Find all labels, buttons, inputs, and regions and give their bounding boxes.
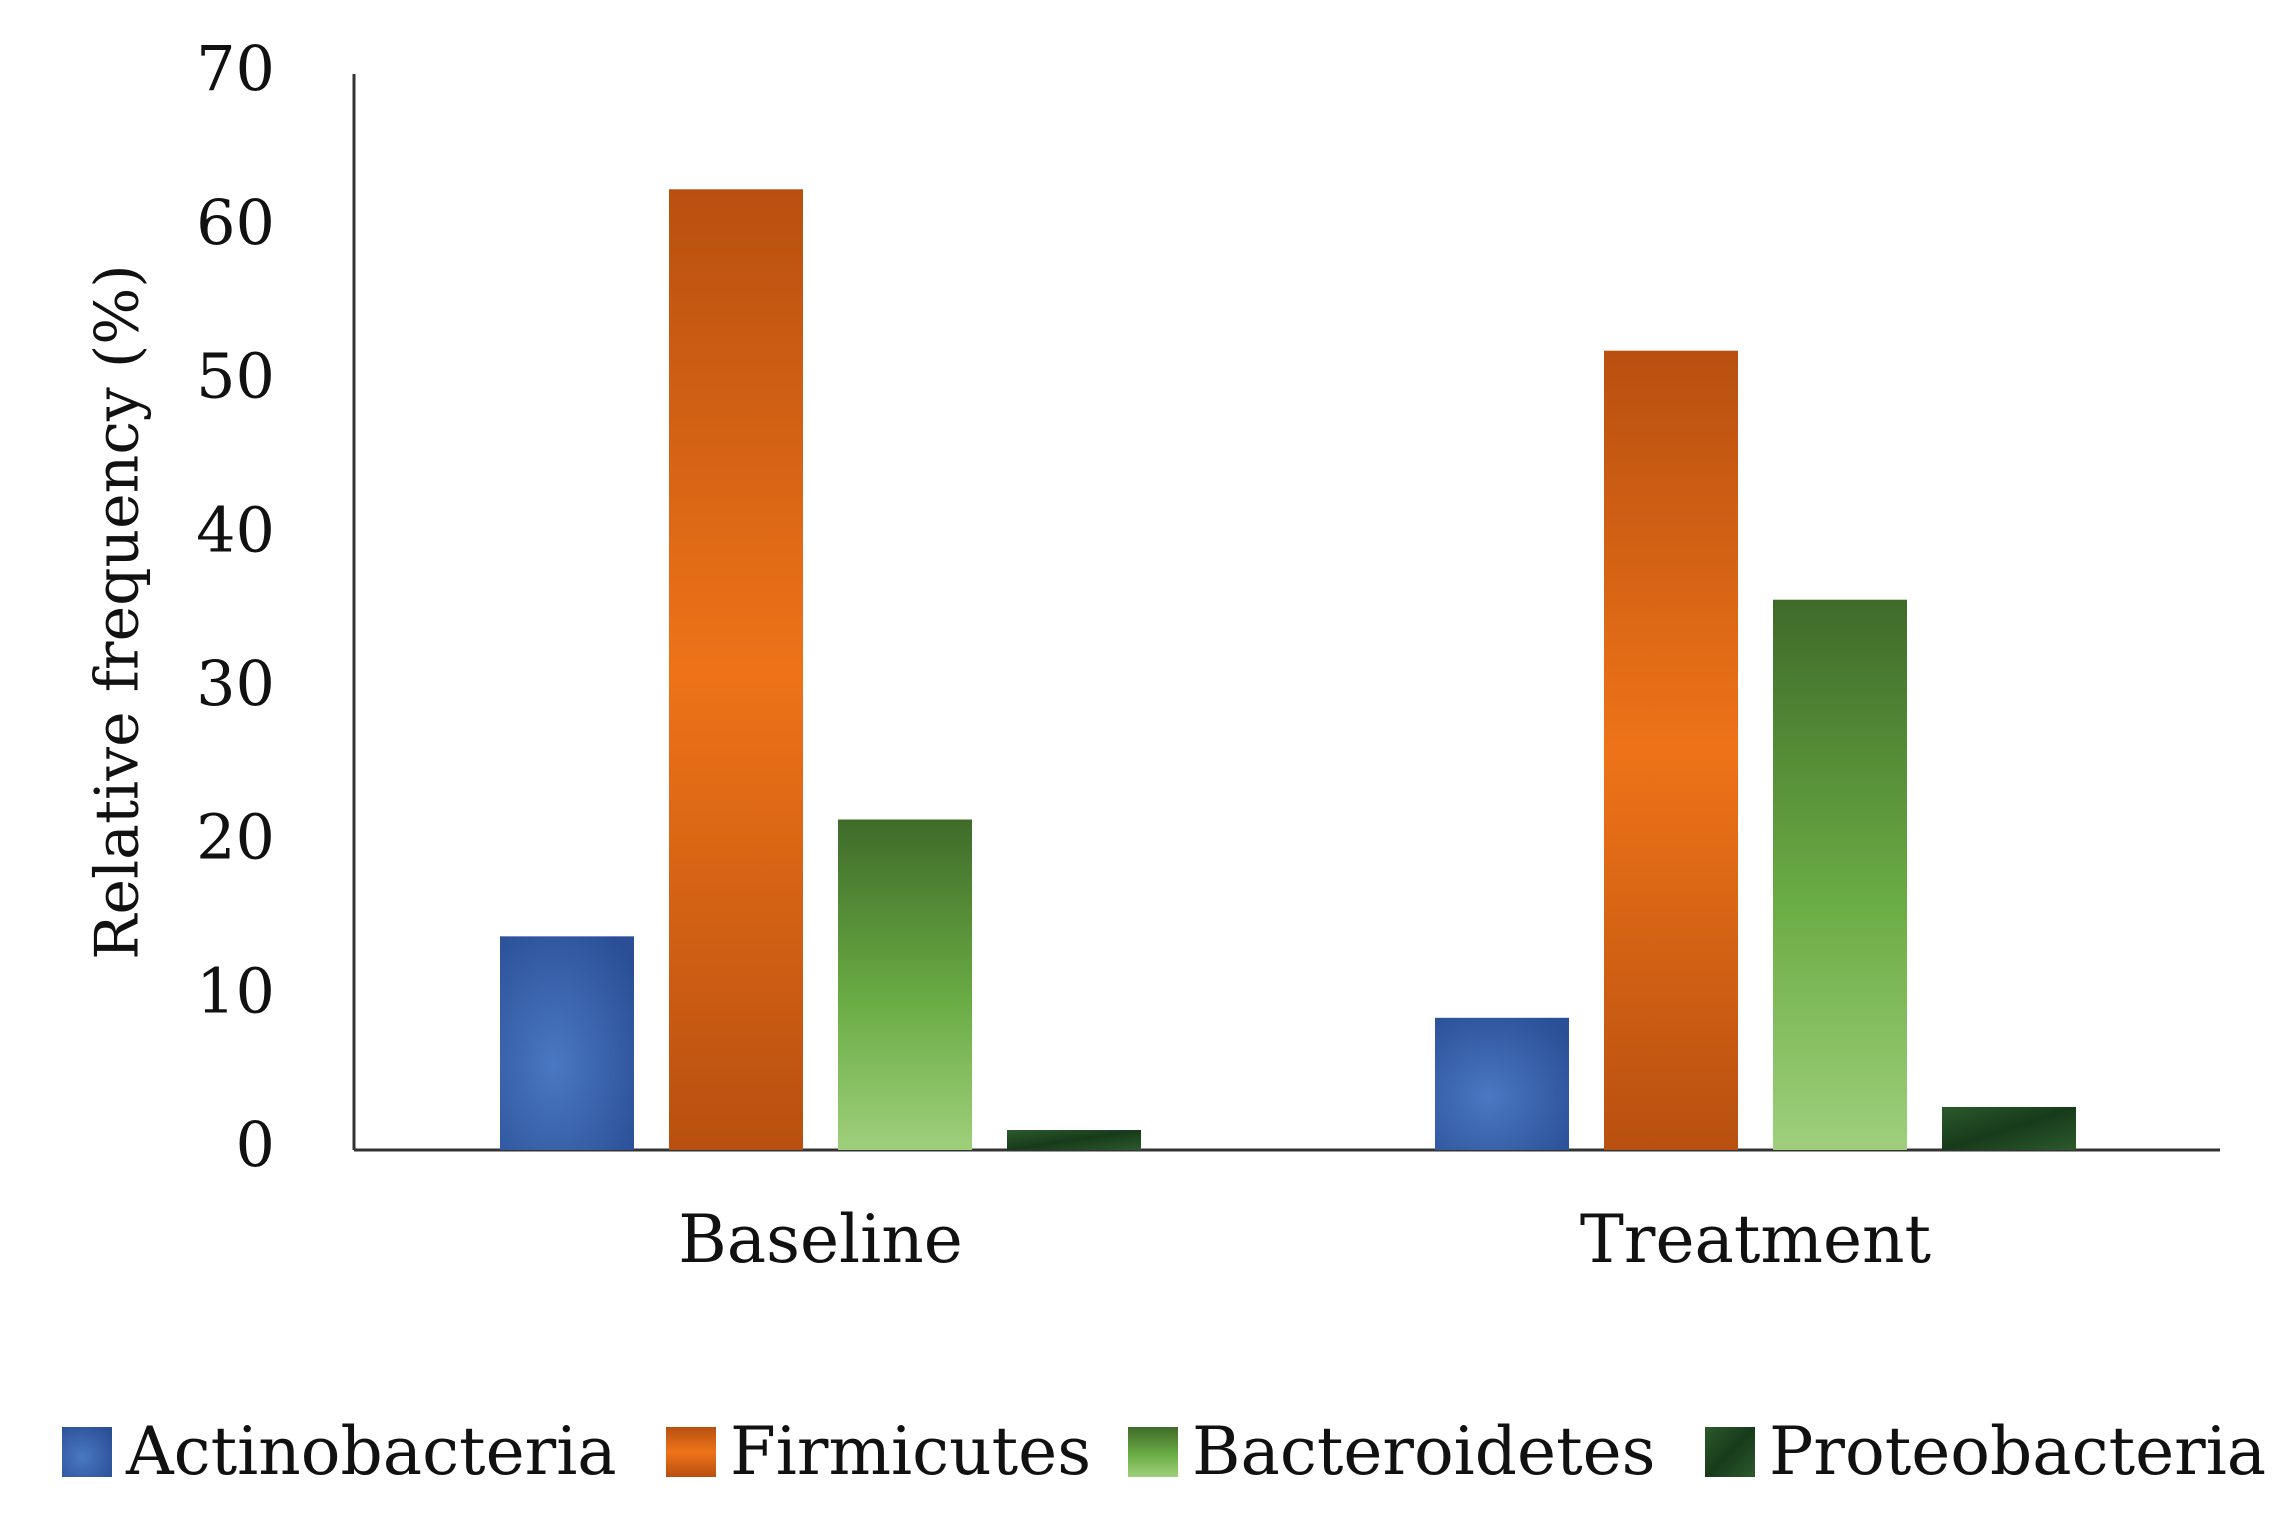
category-label-treatment: Treatment xyxy=(1580,1201,1931,1278)
bar-baseline-actinobacteria xyxy=(500,936,634,1150)
legend-swatch-proteobacteria xyxy=(1705,1427,1755,1477)
legend: Actinobacteria Firmicutes Bacteroidetes Pro… xyxy=(62,1413,2266,1490)
legend-label-proteobacteria: Proteobacteria xyxy=(1769,1413,2266,1490)
bar-treatment-proteobacteria xyxy=(1942,1106,2076,1150)
y-tick-label-70: 70 xyxy=(196,32,275,105)
bar-baseline-bacteroidetes xyxy=(838,819,972,1150)
bar-treatment-actinobacteria xyxy=(1435,1017,1569,1150)
bar-baseline-firmicutes xyxy=(669,189,803,1151)
category-label-baseline: Baseline xyxy=(678,1201,963,1278)
legend-label-firmicutes: Firmicutes xyxy=(730,1413,1091,1490)
bar-treatment-bacteroidetes xyxy=(1773,599,1907,1150)
y-tick-label-50: 50 xyxy=(196,340,275,413)
legend-swatch-firmicutes xyxy=(666,1427,716,1477)
category-labels: Baseline Treatment xyxy=(678,1201,1931,1278)
y-tick-labels: 0 10 20 30 40 50 60 70 xyxy=(196,32,275,1181)
y-axis-title: Relative frequency (%) xyxy=(83,264,153,959)
bars xyxy=(500,189,2076,1151)
y-tick-label-20: 20 xyxy=(196,801,275,874)
legend-label-actinobacteria: Actinobacteria xyxy=(125,1413,617,1490)
legend-label-bacteroidetes: Bacteroidetes xyxy=(1192,1413,1656,1490)
y-tick-label-10: 10 xyxy=(196,954,275,1027)
legend-swatch-bacteroidetes xyxy=(1128,1427,1178,1477)
y-tick-label-40: 40 xyxy=(196,493,275,566)
bar-baseline-proteobacteria xyxy=(1007,1130,1141,1150)
y-tick-label-60: 60 xyxy=(196,186,275,259)
legend-swatch-actinobacteria xyxy=(62,1427,112,1477)
bar-treatment-firmicutes xyxy=(1604,350,1738,1151)
y-tick-label-0: 0 xyxy=(236,1108,275,1181)
y-tick-label-30: 30 xyxy=(196,647,275,720)
